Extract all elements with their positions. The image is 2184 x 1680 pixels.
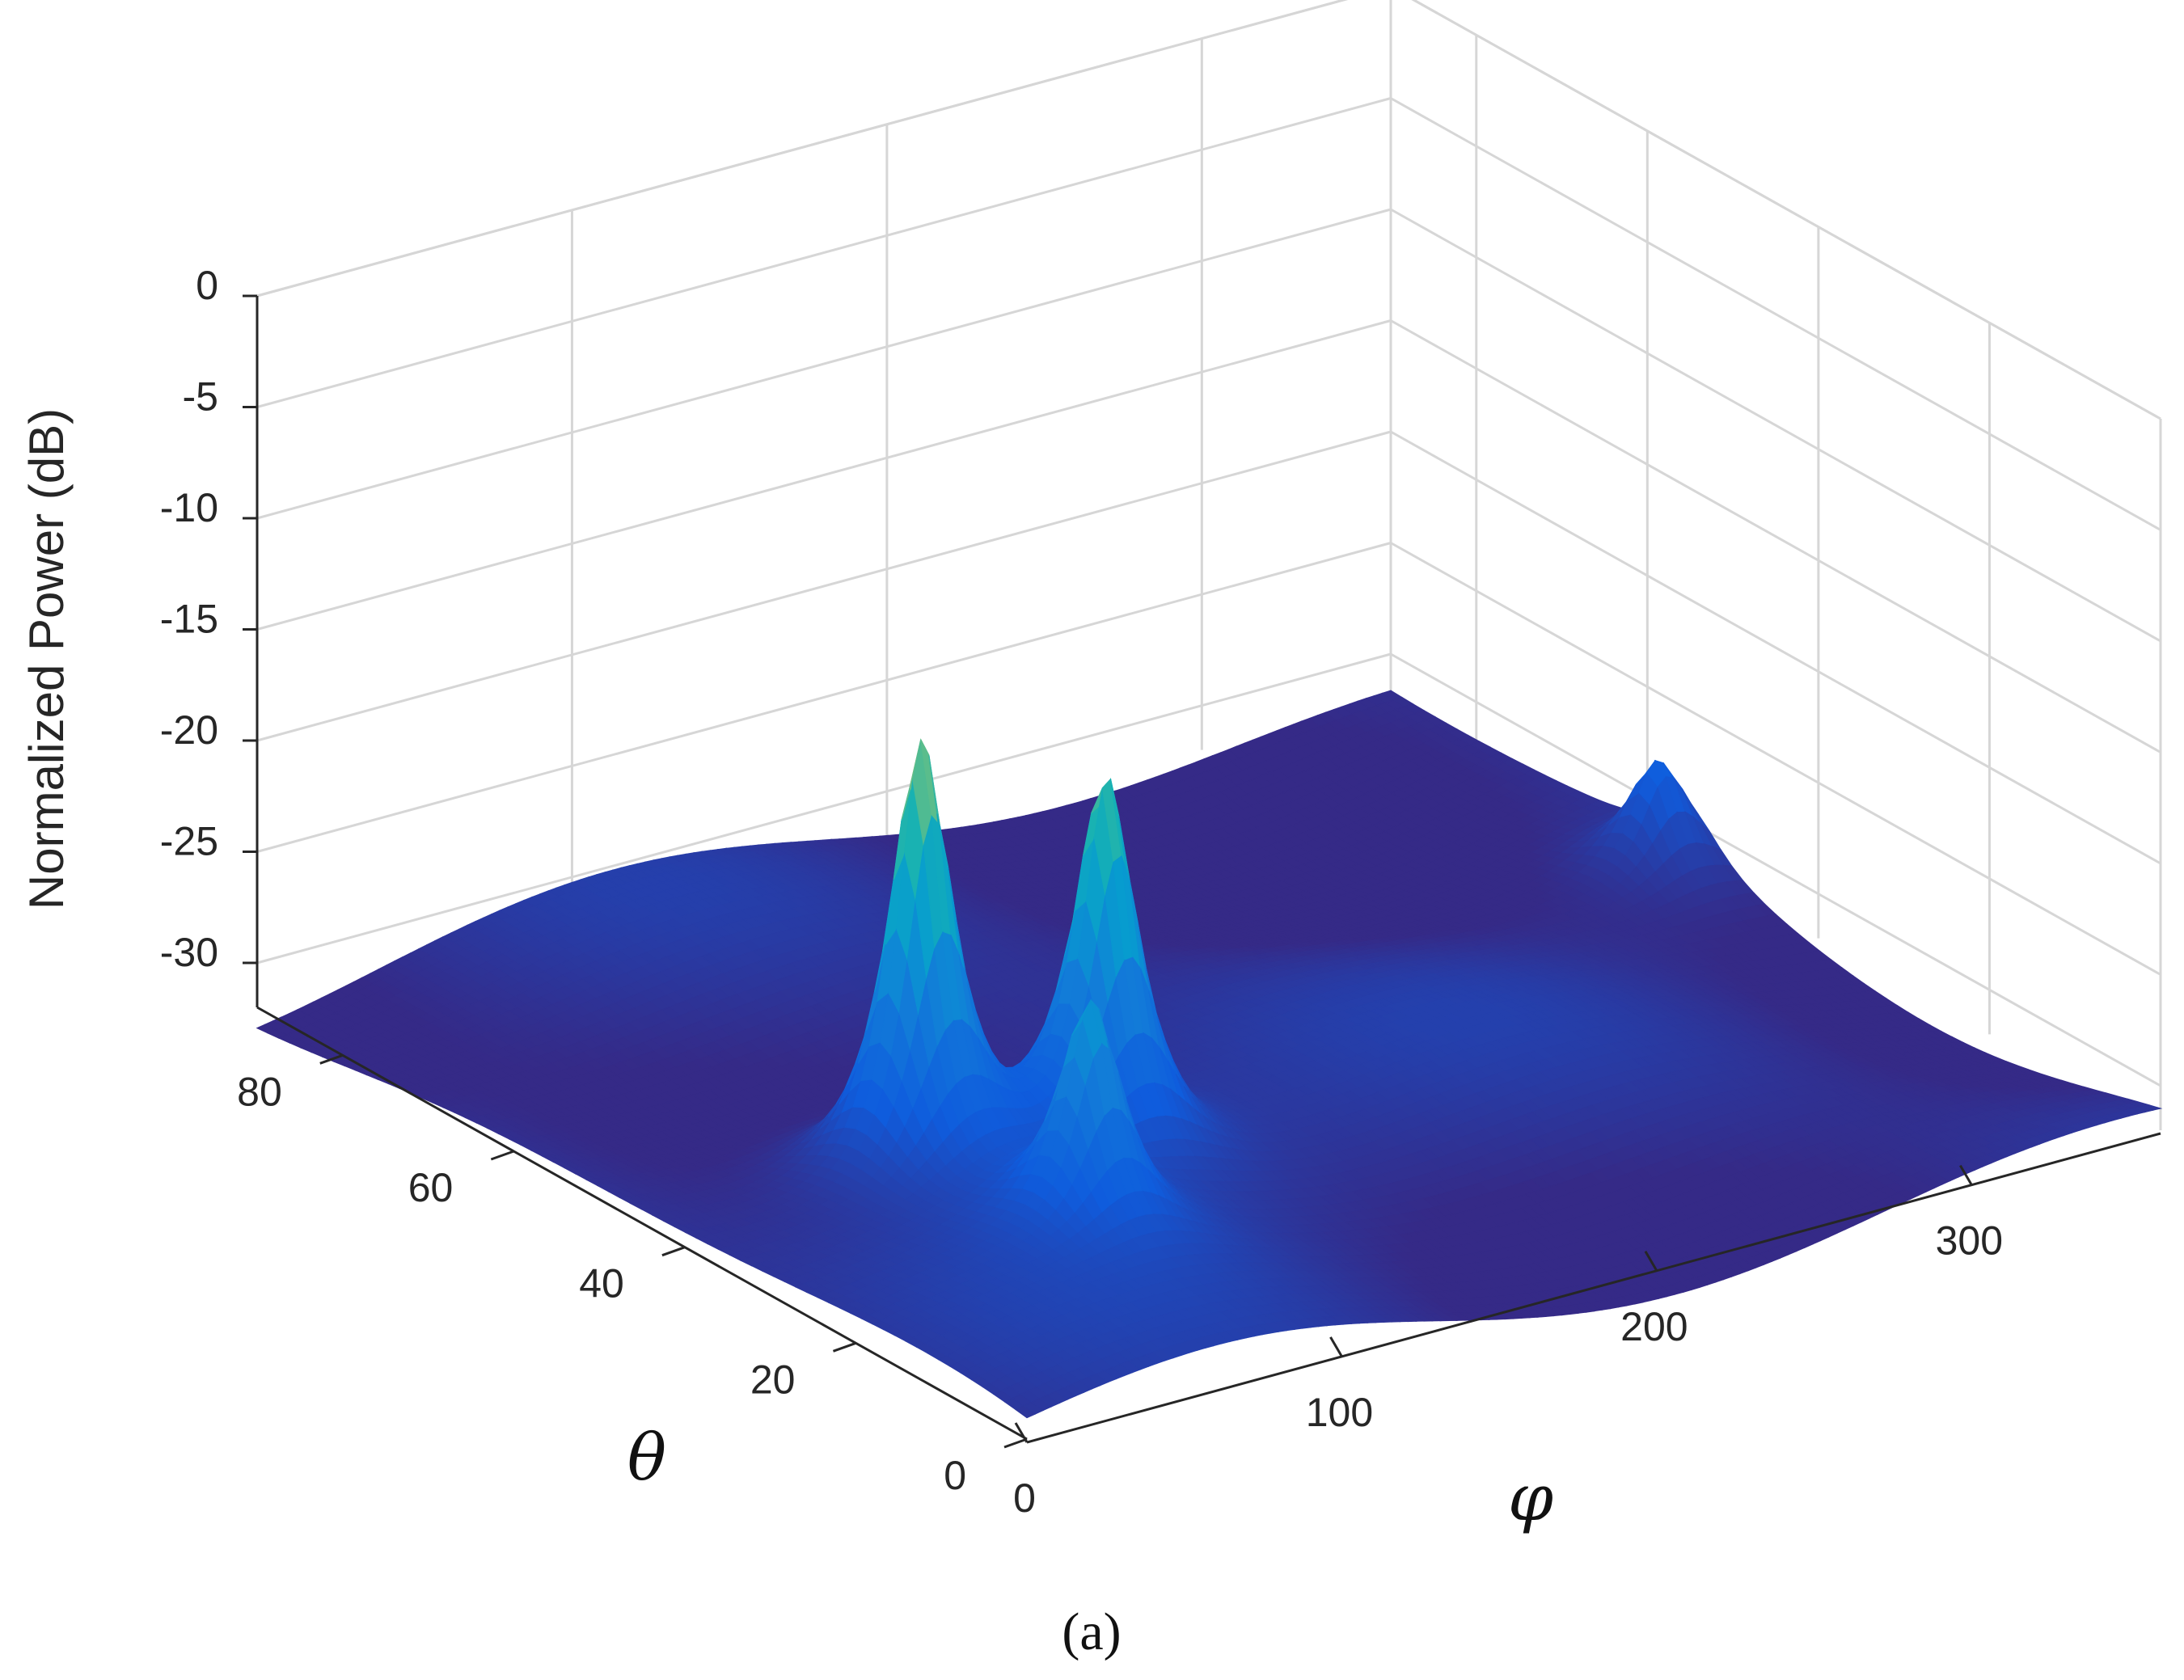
grid-line [1391, 321, 2161, 753]
grid-edge [1391, 0, 2161, 419]
grid-line [257, 432, 1391, 741]
grid-line [1391, 99, 2161, 530]
grid-line [257, 209, 1391, 518]
grid-line [1391, 0, 2161, 419]
grid-line [257, 99, 1391, 407]
grid-line [1391, 209, 2161, 641]
surface-layer [257, 690, 2161, 1418]
grid-line [257, 321, 1391, 630]
